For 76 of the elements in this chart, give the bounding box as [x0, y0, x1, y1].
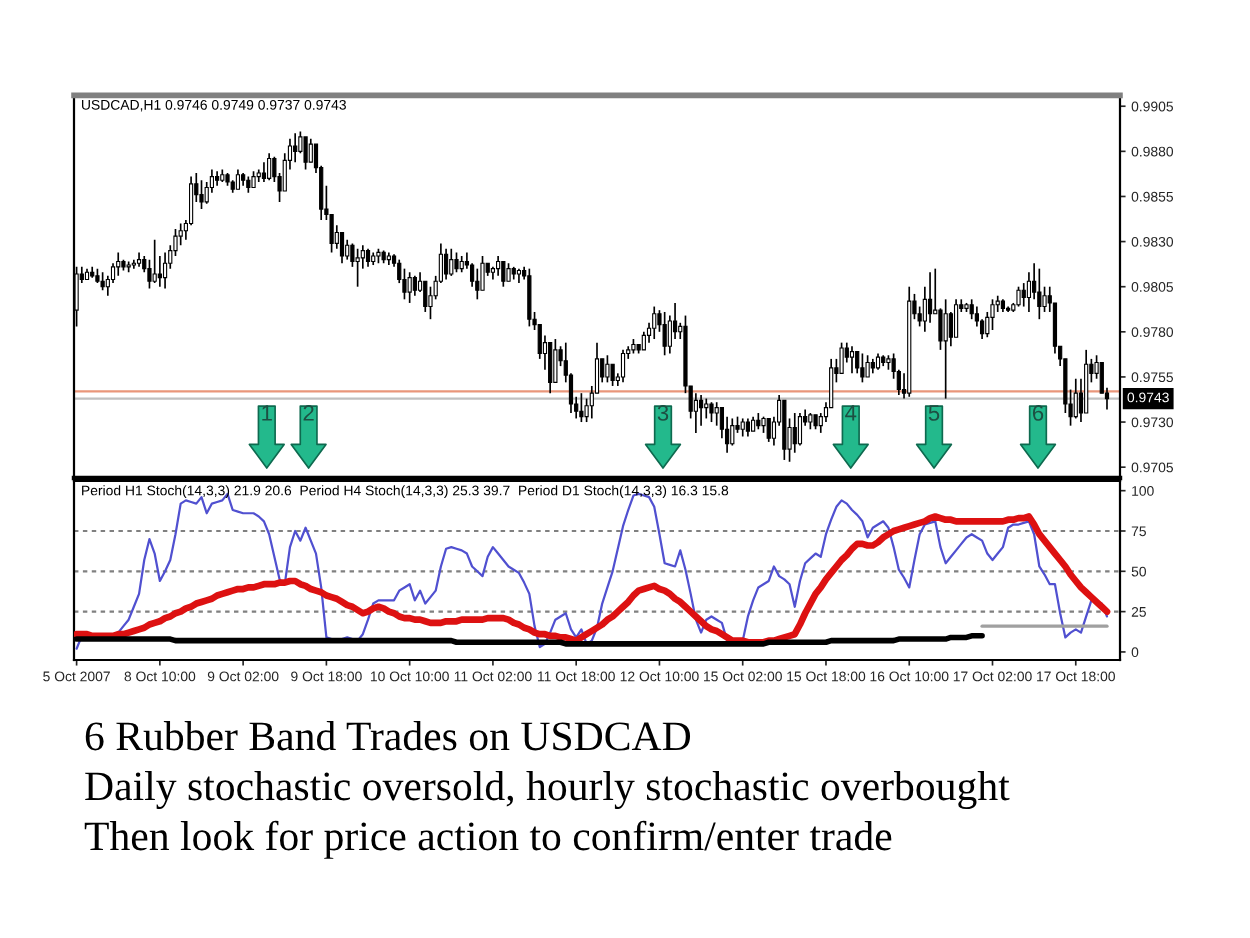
candlestick [953, 298, 959, 339]
candlestick [235, 168, 241, 191]
candlestick [990, 298, 995, 331]
candlestick [709, 401, 714, 423]
candlestick [662, 311, 667, 357]
candlestick [610, 363, 615, 387]
candlestick [412, 275, 417, 297]
candlestick [339, 231, 345, 265]
annotation: 3 [657, 405, 669, 421]
candlestick [553, 338, 558, 384]
annotation: 5 [928, 405, 940, 421]
annotation: 2 [303, 405, 314, 421]
candlestick [860, 352, 865, 384]
candlestick [652, 305, 657, 340]
candlestick [620, 349, 626, 384]
candlestick [501, 260, 506, 288]
candlestick [740, 417, 745, 438]
candlestick [548, 341, 553, 395]
candlestick [293, 132, 298, 164]
candlestick [162, 251, 168, 290]
candlestick [792, 412, 797, 454]
candlestick [714, 401, 719, 427]
text: Daily stochastic oversold, hourly stochastic overbought [85, 771, 1010, 809]
candlestick [1026, 271, 1032, 313]
candlestick [480, 255, 485, 292]
candlestick [745, 417, 751, 438]
candlestick [766, 417, 771, 443]
candlestick [641, 330, 646, 351]
annotation: 4 [845, 405, 857, 421]
candlestick [116, 251, 121, 277]
candlestick [365, 247, 371, 268]
candlestick [355, 247, 360, 288]
candlestick [698, 394, 704, 427]
candlestick [449, 247, 454, 277]
candlestick [730, 417, 735, 447]
candlestick [693, 392, 698, 434]
candlestick [261, 161, 267, 183]
candlestick [527, 267, 532, 328]
candlestick [454, 251, 459, 274]
line-series [74, 513, 1111, 646]
candlestick [475, 267, 480, 301]
candlestick [1037, 267, 1042, 321]
candlestick [1016, 285, 1021, 308]
text: 6 Rubber Band Trades on USDCAD [85, 721, 691, 751]
candlestick [927, 271, 933, 324]
annotation: 1 [262, 405, 272, 421]
candlestick [855, 350, 860, 375]
candlestick [407, 271, 412, 304]
candlestick [849, 345, 855, 375]
candlestick [423, 280, 428, 313]
candlestick [948, 311, 953, 348]
candlestick [308, 137, 313, 164]
candlestick [865, 354, 870, 378]
candlestick [506, 262, 511, 283]
candlestick [724, 415, 730, 454]
candlestick [704, 397, 709, 420]
candlestick [943, 298, 948, 400]
candlestick [402, 267, 407, 301]
candlestick [267, 152, 272, 182]
candlestick [969, 298, 974, 321]
candlestick [1073, 377, 1078, 420]
candlestick [443, 247, 449, 281]
candlestick [605, 354, 610, 384]
candlestick [100, 271, 105, 292]
candlestick [345, 238, 350, 261]
candlestick [496, 255, 501, 277]
text: Then look for price action to confirm/enter trade [84, 820, 892, 859]
candlestick [303, 136, 308, 171]
candlestick [152, 238, 157, 284]
candlestick [199, 179, 204, 210]
candlestick [579, 392, 584, 423]
candlestick [797, 412, 803, 447]
candlestick [1042, 285, 1047, 313]
candlestick [839, 341, 844, 375]
annotation: 6 [1032, 405, 1044, 421]
candlestick [157, 255, 162, 288]
